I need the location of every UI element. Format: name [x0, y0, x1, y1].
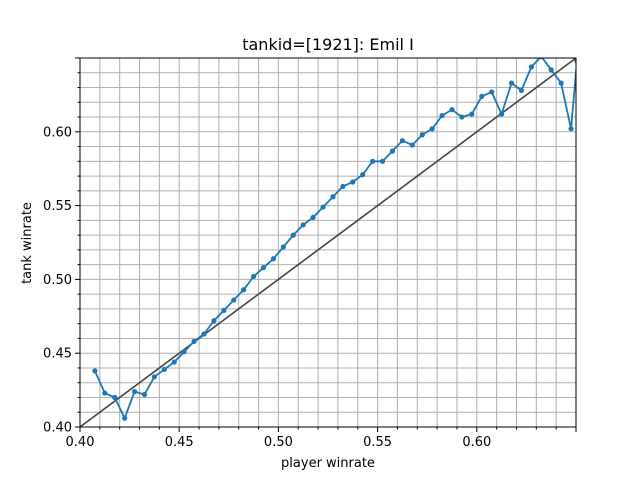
data-point — [568, 126, 574, 132]
data-point — [389, 148, 396, 154]
x-tick-label: 0.40 — [66, 435, 95, 450]
data-point — [558, 80, 564, 86]
data-point — [201, 331, 207, 337]
data-point — [102, 390, 108, 396]
data-point — [409, 142, 415, 148]
x-tick-label: 0.50 — [264, 435, 293, 450]
data-point — [399, 138, 405, 144]
data-point — [449, 107, 455, 113]
data-point — [360, 172, 366, 178]
data-point — [290, 232, 296, 238]
data-point — [131, 388, 138, 395]
data-point — [469, 111, 475, 117]
minor-grid — [80, 58, 576, 427]
identity-line — [80, 58, 576, 427]
data-point — [548, 67, 554, 73]
data-point — [231, 297, 237, 303]
data-point — [241, 287, 247, 293]
data-point — [340, 183, 346, 190]
data-point — [260, 264, 267, 271]
data-point — [92, 368, 98, 374]
data-point — [191, 338, 197, 344]
data-point — [181, 349, 187, 355]
data-point — [499, 111, 505, 117]
x-tick-label: 0.55 — [363, 435, 392, 450]
data-point — [251, 273, 257, 280]
data-point — [270, 256, 277, 262]
data-point — [122, 415, 128, 421]
data-point — [489, 89, 495, 95]
data-point — [211, 318, 217, 324]
data-point — [330, 194, 336, 200]
data-series — [92, 58, 576, 421]
data-point — [141, 391, 148, 398]
data-point — [459, 114, 465, 120]
data-point — [350, 179, 356, 185]
data-point — [161, 366, 167, 373]
diagonal-reference-line — [80, 58, 576, 427]
data-point — [320, 204, 326, 210]
x-axis-label: player winrate — [281, 456, 375, 471]
data-point — [151, 374, 157, 380]
data-point — [429, 126, 435, 132]
data-point — [379, 158, 386, 164]
x-tick-label: 0.60 — [462, 435, 491, 450]
data-point — [528, 64, 534, 70]
data-point — [280, 244, 286, 250]
data-point — [479, 93, 485, 99]
axis-ticks: 0.40 0.45 0.50 0.55 0.60 0.40 0.45 0.50 0.55 0.60 — [43, 57, 577, 450]
data-point — [439, 112, 445, 119]
data-point — [518, 87, 525, 94]
data-point — [310, 214, 316, 221]
y-tick-label: 0.60 — [43, 125, 72, 140]
data-point — [508, 80, 515, 86]
data-point — [112, 394, 118, 401]
chart-title: tankid=[1921]: Emil I — [242, 35, 414, 54]
y-tick-label: 0.40 — [43, 421, 72, 436]
x-tick-label: 0.45 — [165, 435, 194, 450]
data-point — [171, 359, 177, 365]
data-point — [221, 307, 227, 313]
data-point — [370, 158, 376, 164]
data-point — [300, 222, 306, 228]
y-tick-label: 0.50 — [43, 273, 72, 288]
y-axis-label: tank winrate — [20, 202, 35, 284]
y-tick-label: 0.55 — [43, 199, 72, 214]
y-tick-label: 0.45 — [43, 347, 72, 362]
data-point — [419, 132, 425, 138]
plot-frame — [79, 57, 577, 428]
